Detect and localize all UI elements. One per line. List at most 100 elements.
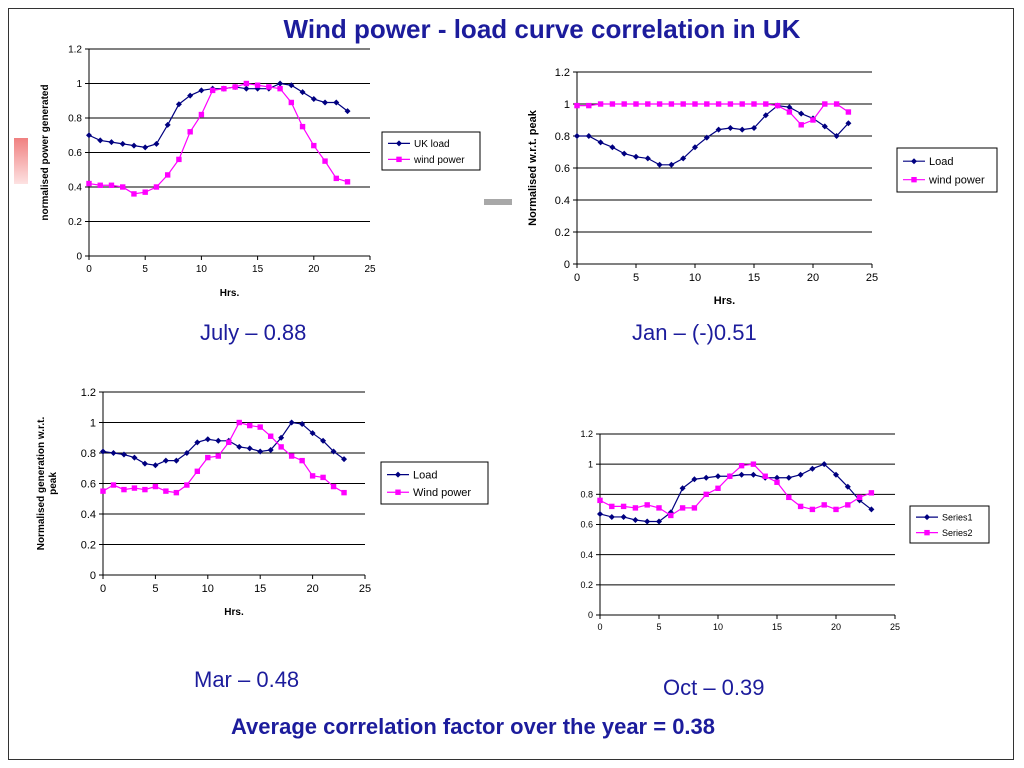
data-point — [574, 102, 580, 109]
data-point — [226, 439, 232, 446]
x-axis-label: Hrs. — [220, 288, 240, 299]
legend-box — [381, 131, 481, 171]
data-point — [668, 512, 674, 519]
data-point — [299, 89, 306, 96]
x-tick-label: 10 — [713, 622, 723, 632]
data-point — [809, 465, 816, 472]
x-tick-label: 25 — [866, 272, 878, 284]
data-point — [809, 506, 816, 513]
data-point — [142, 486, 148, 493]
data-point — [341, 489, 347, 496]
y-tick-label: 0.8 — [68, 114, 82, 125]
y-tick-label: 0 — [588, 610, 593, 620]
y-tick-label: 0 — [564, 259, 570, 271]
data-point — [750, 461, 757, 467]
x-axis-label: Hrs. — [714, 295, 735, 307]
data-point — [97, 137, 104, 144]
legend-label: wind power — [928, 175, 985, 187]
x-tick-label: 20 — [831, 622, 841, 632]
y-tick-label: 0.2 — [580, 580, 593, 590]
data-point — [131, 454, 138, 461]
data-point — [120, 184, 126, 190]
decorative-grey-dash — [484, 199, 512, 205]
data-point — [164, 121, 171, 128]
data-point — [278, 444, 284, 450]
y-tick-label: 0.6 — [68, 148, 82, 159]
caption-march: Mar – 0.48 — [194, 667, 300, 692]
x-tick-label: 25 — [364, 264, 376, 275]
data-point — [786, 494, 792, 501]
data-point — [821, 502, 827, 508]
data-point — [309, 473, 316, 479]
data-point — [266, 84, 272, 90]
data-point — [691, 476, 698, 483]
data-point — [798, 122, 804, 128]
y-tick-label: 0.4 — [68, 183, 82, 194]
data-point — [183, 450, 190, 456]
data-point — [333, 99, 340, 106]
series-line — [599, 463, 872, 517]
data-point — [310, 96, 317, 103]
data-point — [703, 474, 710, 481]
y-tick-label: 0.4 — [81, 509, 96, 521]
data-point — [320, 437, 327, 444]
data-point — [574, 133, 580, 139]
y-tick-label: 0.4 — [580, 550, 593, 560]
data-point — [110, 450, 117, 456]
data-point — [621, 150, 628, 157]
y-axis-label: Normalised w.r.t. peak — [527, 109, 539, 226]
data-point — [798, 110, 805, 117]
data-point — [727, 101, 734, 107]
data-point — [299, 421, 306, 428]
data-point — [727, 125, 734, 131]
data-point — [739, 101, 745, 107]
data-point — [309, 430, 316, 437]
data-point — [330, 483, 337, 490]
data-point — [153, 184, 160, 190]
legend-box — [909, 505, 990, 544]
data-point — [254, 82, 261, 88]
data-point — [243, 80, 250, 87]
data-point — [644, 502, 650, 508]
data-point — [288, 99, 295, 106]
data-point — [833, 506, 839, 513]
data-point — [152, 462, 159, 469]
data-point — [774, 479, 780, 485]
data-point — [221, 85, 227, 92]
data-point — [786, 109, 793, 115]
data-point — [644, 518, 651, 525]
data-point — [246, 445, 253, 452]
data-point — [822, 101, 828, 107]
data-point — [786, 104, 793, 111]
footer-summary: Average correlation factor over the year… — [230, 714, 716, 739]
series-line — [599, 463, 872, 523]
data-point — [586, 102, 592, 109]
data-point — [668, 161, 675, 168]
data-point — [131, 191, 137, 197]
data-point — [609, 503, 615, 510]
y-axis-label: normalised power generated — [40, 84, 51, 220]
data-point — [692, 101, 698, 107]
data-point — [86, 132, 92, 139]
data-point — [833, 133, 840, 139]
legend-label: wind power — [413, 155, 465, 166]
data-point — [198, 111, 205, 118]
data-point — [668, 101, 675, 107]
data-point — [810, 117, 816, 123]
y-tick-label: 0.6 — [81, 478, 96, 490]
legend-marker — [924, 529, 930, 536]
legend-box — [380, 461, 489, 505]
data-point — [299, 457, 305, 464]
data-point — [257, 448, 264, 455]
legend-marker — [924, 514, 930, 521]
data-point — [597, 101, 604, 107]
y-tick-label: 1.2 — [580, 429, 593, 439]
data-point — [247, 422, 253, 429]
data-point — [632, 516, 639, 523]
data-point — [856, 494, 863, 501]
x-axis-label: Hrs. — [224, 607, 244, 618]
data-point — [703, 134, 710, 141]
data-point — [821, 123, 828, 130]
